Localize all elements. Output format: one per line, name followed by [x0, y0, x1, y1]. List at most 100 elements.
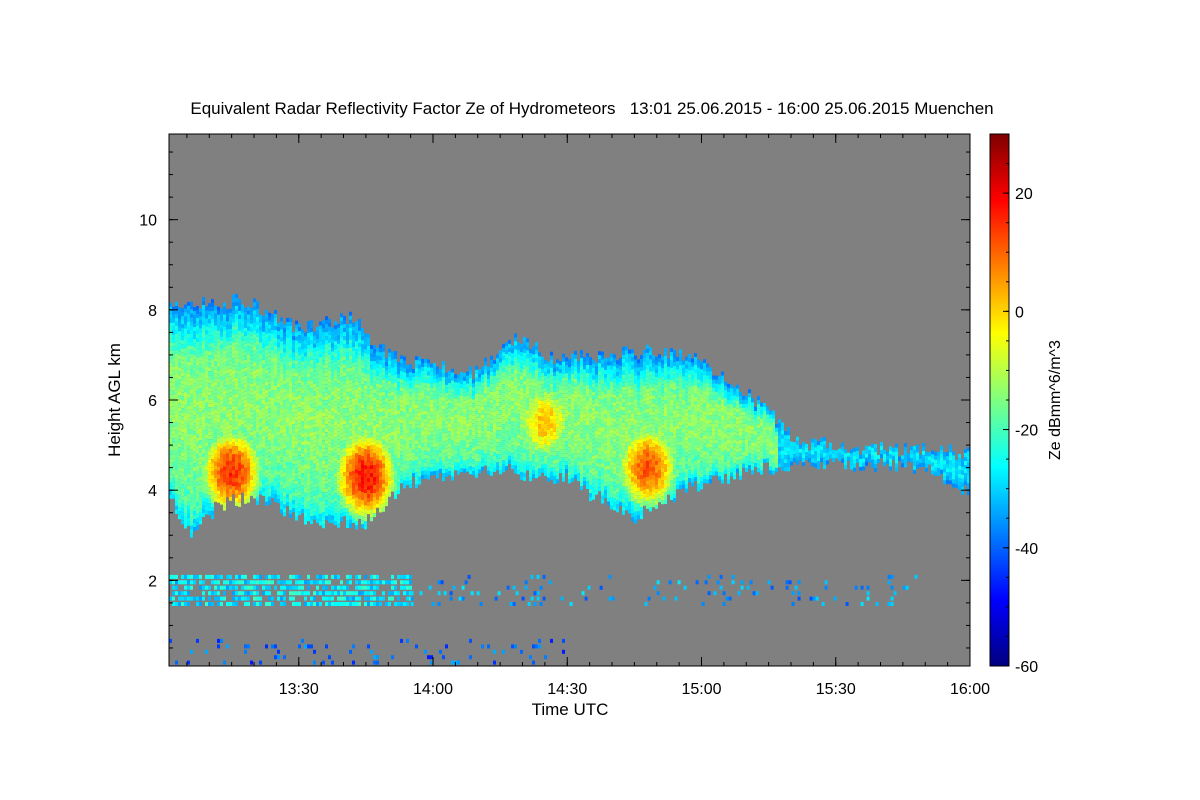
- echo-cell: [370, 457, 373, 462]
- echo-cell: [247, 358, 250, 363]
- echo-cell: [250, 467, 253, 472]
- echo-cell: [397, 378, 400, 383]
- echo-cell: [319, 409, 322, 414]
- echo-cell: [439, 452, 442, 457]
- echo-cell: [349, 411, 352, 416]
- echo-cell: [463, 456, 466, 461]
- echo-cell: [451, 380, 454, 385]
- echo-cell: [505, 350, 508, 355]
- echo-cell: [184, 428, 187, 433]
- echo-cell: [346, 484, 349, 489]
- echo-cell: [241, 304, 244, 309]
- echo-cell: [238, 370, 241, 375]
- echo-cell: [235, 501, 238, 506]
- echo-cell: [361, 488, 364, 493]
- echo-cell: [334, 417, 337, 422]
- echo-cell: [211, 323, 214, 328]
- echo-cell: [289, 402, 292, 406]
- echo-cell: [478, 457, 481, 462]
- echo-cell: [220, 436, 223, 441]
- echo-cell: [451, 372, 454, 377]
- echo-cell: [304, 352, 307, 357]
- echo-cell: [313, 447, 316, 452]
- echo-cell: [325, 448, 328, 453]
- echo-cell: [217, 386, 220, 391]
- echo-cell: [394, 483, 397, 487]
- echo-cell: [280, 437, 283, 442]
- echo-cell: [307, 417, 310, 422]
- echo-cell: [328, 482, 331, 487]
- echo-cell: [256, 500, 259, 505]
- echo-cell: [271, 318, 274, 322]
- echo-cell: [340, 381, 343, 386]
- echo-cell: [298, 371, 301, 376]
- echo-cell: [184, 476, 187, 481]
- echo-cell: [322, 396, 325, 401]
- echo-cell: [265, 429, 268, 434]
- echo-cell: [349, 387, 352, 392]
- echo-cell: [490, 367, 493, 372]
- echo-cell: [265, 333, 268, 338]
- echo-cell: [325, 476, 328, 481]
- echo-cell: [475, 425, 478, 430]
- echo-cell: [277, 447, 280, 452]
- echo-cell: [472, 451, 475, 456]
- echo-cell: [274, 310, 277, 314]
- echo-cell: [253, 486, 256, 491]
- echo-cell: [478, 429, 481, 434]
- echo-cell: [271, 446, 274, 450]
- echo-cell: [316, 358, 319, 363]
- echo-cell: [169, 358, 172, 363]
- echo-cell: [175, 449, 178, 454]
- echo-cell: [352, 394, 355, 399]
- echo-cell: [358, 446, 361, 451]
- echo-cell: [277, 419, 280, 424]
- echo-cell: [496, 414, 499, 419]
- echo-cell: [307, 401, 310, 406]
- echo-cell: [358, 330, 361, 335]
- echo-cell: [424, 378, 427, 383]
- echo-cell: [262, 351, 265, 356]
- echo-cell: [268, 316, 271, 321]
- echo-cell: [250, 471, 253, 476]
- echo-cell: [298, 347, 301, 352]
- echo-cell: [433, 427, 436, 432]
- echo-cell: [169, 426, 172, 431]
- echo-cell: [319, 461, 322, 466]
- echo-cell: [454, 414, 457, 419]
- echo-cell: [316, 394, 319, 399]
- echo-cell: [211, 351, 214, 356]
- echo-cell: [232, 458, 235, 463]
- echo-cell: [424, 402, 427, 407]
- echo-cell: [397, 430, 400, 435]
- echo-cell: [235, 457, 238, 462]
- echo-cell: [511, 381, 514, 386]
- echo-cell: [376, 503, 379, 508]
- echo-cell: [370, 373, 373, 378]
- echo-cell: [253, 474, 256, 479]
- echo-cell: [298, 359, 301, 364]
- echo-cell: [271, 458, 274, 462]
- echo-cell: [367, 334, 370, 339]
- echo-cell: [247, 382, 250, 387]
- echo-cell: [244, 467, 247, 472]
- echo-cell: [511, 389, 514, 394]
- echo-cell: [451, 456, 454, 461]
- echo-cell: [469, 386, 472, 391]
- echo-cell: [319, 329, 322, 334]
- echo-cell: [241, 440, 244, 445]
- echo-cell: [238, 490, 241, 495]
- echo-cell: [346, 372, 349, 377]
- echo-cell: [307, 481, 310, 486]
- echo-cell: [268, 452, 271, 457]
- echo-cell: [190, 333, 193, 338]
- echo-cell: [331, 507, 334, 512]
- echo-cell: [259, 334, 262, 339]
- echo-cell: [298, 379, 301, 384]
- echo-cell: [349, 487, 352, 492]
- echo-cell: [178, 387, 181, 392]
- echo-cell: [292, 468, 295, 473]
- echo-cell: [328, 382, 331, 387]
- echo-cell: [208, 323, 211, 328]
- echo-cell: [229, 416, 232, 421]
